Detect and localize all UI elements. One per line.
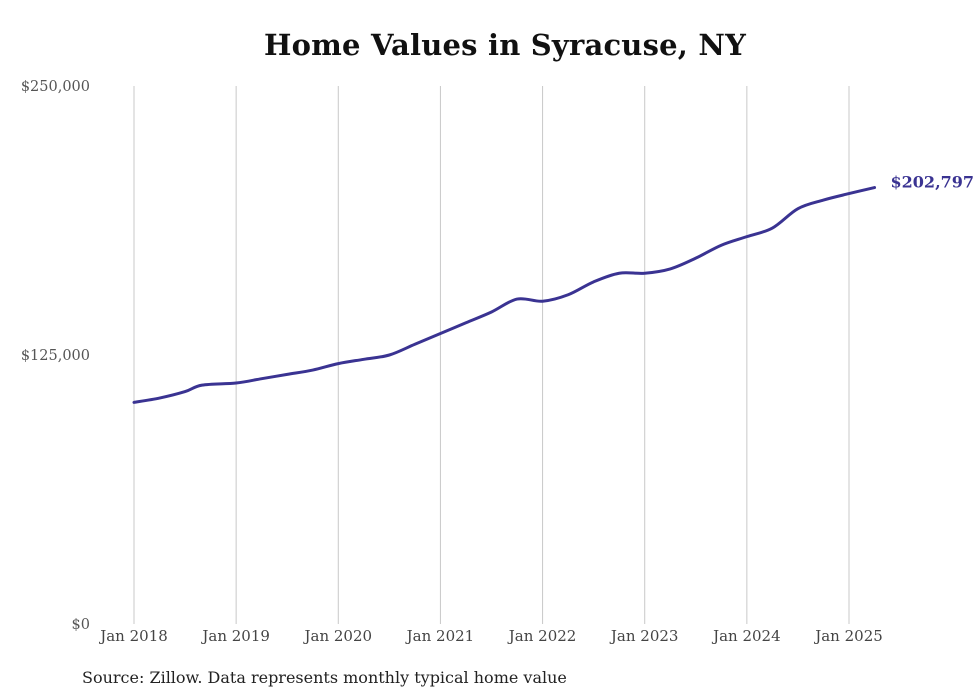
x-tick-label: Jan 2023 [609, 627, 679, 645]
y-axis-ticks: $0 $125,000 $250,000 [21, 79, 90, 633]
x-tick-label: Jan 2022 [507, 627, 577, 645]
grid-lines [133, 86, 850, 624]
chart-title: Home Values in Syracuse, NY [264, 28, 746, 62]
x-axis-ticks: Jan 2018 Jan 2019 Jan 2020 Jan 2021 Jan 2022… [98, 627, 883, 645]
end-value-label: $202,797 [891, 173, 975, 192]
line-chart: $0$125,000$250,000 Jan 2018 Jan 2019 Jan 2… [21, 79, 975, 645]
y-tick-label: $0 [72, 617, 90, 633]
x-tick-label: Jan 2019 [200, 627, 270, 645]
series-line-home-value [132, 186, 877, 404]
x-tick-label: Jan 2025 [813, 627, 883, 645]
x-tick-label: Jan 2020 [303, 627, 373, 645]
y-tick-label: $125,000 [21, 348, 90, 364]
source-note: Source: Zillow. Data represents monthly … [82, 668, 567, 687]
x-tick-label: Jan 2021 [405, 627, 475, 645]
y-tick-label: $250,000 [21, 79, 90, 95]
x-tick-label: Jan 2024 [711, 627, 781, 645]
x-tick-label: Jan 2018 [98, 627, 168, 645]
